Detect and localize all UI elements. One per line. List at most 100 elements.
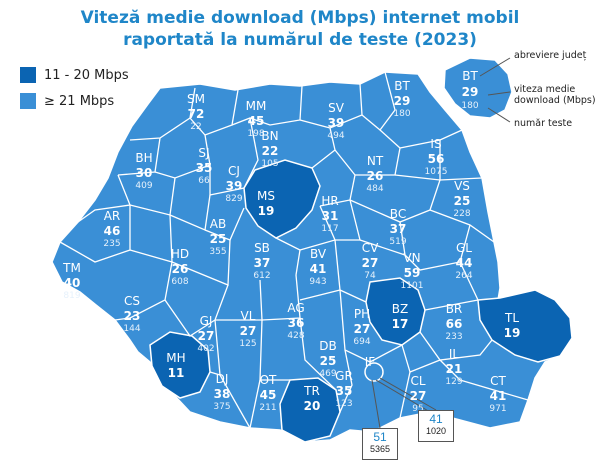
county-tests-gl: 264 <box>455 271 472 281</box>
county-shape-mh <box>149 331 211 399</box>
key-county-bt <box>443 57 513 119</box>
callout-box-bucuresti: 51 5365 <box>362 428 398 460</box>
county-speed-gl: 44 <box>456 256 473 270</box>
county-speed-ph: 27 <box>354 322 371 336</box>
county-abbr-tm: TM <box>62 261 81 275</box>
county-tests-vl: 125 <box>239 339 256 349</box>
legend-item-low: 11 - 20 Mbps <box>20 66 129 84</box>
county-tests-gj: 402 <box>197 344 214 354</box>
county-tests-ct: 971 <box>489 404 506 414</box>
county-abbr-sb: SB <box>254 241 270 255</box>
county-abbr-hr: HR <box>321 194 338 208</box>
county-tests-sb: 612 <box>253 271 270 281</box>
county-tests-hr: 117 <box>321 224 338 234</box>
county-abbr-bh: BH <box>135 151 152 165</box>
county-abbr-ct: CT <box>490 374 506 388</box>
county-abbr-sv: SV <box>328 101 345 115</box>
county-abbr-bn: BN <box>261 129 278 143</box>
callout-speed-1: 51 <box>373 430 387 444</box>
county-speed-bc: 37 <box>390 222 407 236</box>
county-abbr-tl: TL <box>504 311 519 325</box>
callout-tests-2: 1020 <box>425 426 447 436</box>
county-speed-ar: 46 <box>104 224 121 238</box>
county-speed-ct: 41 <box>490 389 507 403</box>
county-tests-tm: 819 <box>63 291 80 301</box>
county-speed-vs: 25 <box>454 194 471 208</box>
county-speed-cl: 27 <box>410 389 427 403</box>
county-abbr-gj: GJ <box>200 314 213 328</box>
county-shape-tr <box>279 377 341 443</box>
county-abbr-sj: SJ <box>198 146 209 160</box>
county-tests-mm: 198 <box>247 129 264 139</box>
county-tests-ar: 235 <box>103 239 120 249</box>
county-tests-ab: 355 <box>209 247 226 257</box>
county-tests-ph: 694 <box>353 337 370 347</box>
county-abbr-hd: HD <box>171 247 189 261</box>
county-abbr-bc: BC <box>390 207 406 221</box>
county-speed-tm: 40 <box>64 276 81 290</box>
county-speed-br: 66 <box>446 317 463 331</box>
county-speed-tl: 19 <box>504 326 521 340</box>
county-tests-ot: 211 <box>259 403 276 413</box>
county-tests-vn: 1101 <box>401 281 424 291</box>
county-speed-ms: 19 <box>258 204 275 218</box>
county-speed-ag: 36 <box>288 316 305 330</box>
county-abbr-vn: VN <box>403 251 420 265</box>
county-abbr-br: BR <box>446 302 463 316</box>
county-tests-is: 1075 <box>425 167 448 177</box>
county-speed-hr: 31 <box>322 209 339 223</box>
county-speed-ot: 45 <box>260 388 277 402</box>
county-speed-bh: 30 <box>136 166 153 180</box>
county-tests-bh: 409 <box>135 181 152 191</box>
county-speed-cs: 23 <box>124 309 141 323</box>
county-tests-cv: 74 <box>364 271 376 281</box>
county-abbr-if: IF <box>365 355 376 369</box>
county-abbr-sm: SM <box>187 92 205 106</box>
county-abbr-ph: PH <box>354 307 370 321</box>
county-speed-gj: 27 <box>198 329 215 343</box>
county-shape-tl <box>477 289 573 363</box>
county-tests-hd: 608 <box>171 277 188 287</box>
county-speed-vl: 27 <box>240 324 257 338</box>
county-speed-bt: 29 <box>394 94 411 108</box>
county-speed-mh: 11 <box>168 366 185 380</box>
county-tests-nt: 484 <box>366 184 383 194</box>
key-speed: 29 <box>462 85 479 99</box>
map-title-line-1: Viteză medie download (Mbps) internet mo… <box>80 8 520 28</box>
legend-label-high: ≥ 21 Mbps <box>44 93 115 109</box>
county-speed-gr: 35 <box>336 384 353 398</box>
callout-tests-1: 5365 <box>369 444 391 454</box>
county-abbr-cl: CL <box>410 374 425 388</box>
key-abbr: BT <box>462 69 478 83</box>
callout-box-ilfov: 41 1020 <box>418 410 454 442</box>
legend-swatch-high <box>20 93 36 109</box>
county-speed-ab: 25 <box>210 232 227 246</box>
county-speed-bn: 22 <box>262 144 279 158</box>
county-tests-vs: 228 <box>453 209 470 219</box>
map-title-line-2: raportată la numărul de teste (2023) <box>123 30 477 50</box>
county-abbr-cv: CV <box>362 241 379 255</box>
key-label-speed: viteza medie download (Mbps) <box>514 84 596 106</box>
key-label-abbr: abreviere județ <box>514 50 587 61</box>
county-speed-sv: 39 <box>328 116 345 130</box>
county-abbr-db: DB <box>319 339 336 353</box>
county-abbr-il: IL <box>449 347 460 361</box>
county-tests-il: 129 <box>445 377 462 387</box>
county-abbr-gl: GL <box>456 241 472 255</box>
county-speed-vn: 59 <box>404 266 421 280</box>
county-abbr-mh: MH <box>166 351 185 365</box>
county-abbr-vs: VS <box>454 179 470 193</box>
county-abbr-bv: BV <box>310 247 327 261</box>
county-speed-il: 21 <box>446 362 463 376</box>
county-abbr-bz: BZ <box>392 302 408 316</box>
county-tests-cj: 829 <box>225 194 242 204</box>
county-speed-bv: 41 <box>310 262 327 276</box>
county-speed-mm: 45 <box>248 114 265 128</box>
county-abbr-nt: NT <box>367 154 384 168</box>
key-label-tests: număr teste <box>514 118 573 129</box>
county-tests-db: 469 <box>319 369 336 379</box>
county-abbr-ag: AG <box>287 301 304 315</box>
callout-speed-2: 41 <box>429 412 443 426</box>
county-borders <box>59 71 529 429</box>
